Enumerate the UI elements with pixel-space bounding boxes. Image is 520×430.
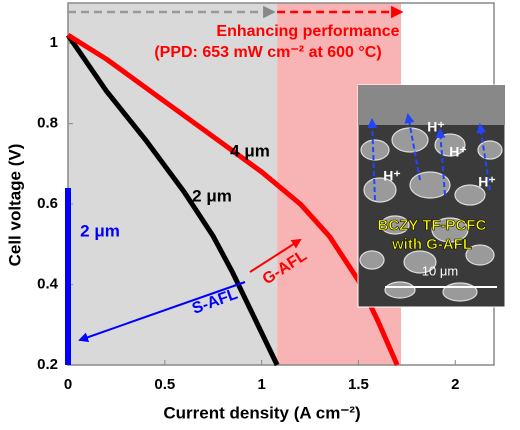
inset-label: H⁺ <box>383 168 401 184</box>
y-tick-label: 0.8 <box>37 115 58 132</box>
grain <box>360 139 390 161</box>
series-label: 2 μm <box>192 186 232 205</box>
y-tick-label: 1 <box>50 34 58 51</box>
annotation: (PPD: 653 mW cm⁻² at 600 °C) <box>154 44 381 61</box>
series-label: 4 μm <box>230 141 270 160</box>
annotation: Enhancing performance <box>216 23 399 40</box>
grain <box>465 244 495 266</box>
inset-film <box>358 85 505 125</box>
grain <box>384 281 416 299</box>
grain <box>403 250 437 274</box>
y-tick-label: 0.6 <box>37 195 58 212</box>
inset-label: H⁺ <box>478 174 496 190</box>
grain <box>363 177 397 203</box>
proton-arrow <box>404 113 421 181</box>
y-tick-label: 0.4 <box>37 276 59 293</box>
y-axis-label: Cell voltage (V) <box>5 144 24 267</box>
scale-bar-label: 10 μm <box>422 263 458 278</box>
x-tick-label: 2 <box>451 376 459 393</box>
x-tick-label: 1.5 <box>348 376 369 393</box>
grain <box>477 140 503 160</box>
arrow <box>78 281 246 343</box>
grain <box>391 127 429 153</box>
line-series <box>65 33 280 367</box>
grain <box>380 215 410 235</box>
x-tick-label: 0 <box>64 376 72 393</box>
series-label: 2 μm <box>80 221 120 240</box>
inset-caption: with G-AFL <box>391 236 472 253</box>
proton-arrow <box>476 123 491 191</box>
grain <box>431 217 469 243</box>
x-tick-label: 1 <box>257 376 265 393</box>
x-tick-label: 0.5 <box>154 376 175 393</box>
x-axis-label: Current density (A cm⁻²) <box>163 403 360 422</box>
inset-caption: BCZY TF-PCFC <box>378 217 487 234</box>
shaded-region <box>68 3 278 365</box>
grain <box>359 250 385 270</box>
y-tick-label: 0.2 <box>37 356 58 373</box>
proton-arrow <box>435 128 446 196</box>
grain <box>454 184 486 206</box>
inset-label: H⁺ <box>427 119 445 135</box>
inset-label: H⁺ <box>449 144 467 160</box>
arrow <box>249 238 302 273</box>
proton-arrow <box>367 118 378 201</box>
grain <box>442 282 478 302</box>
